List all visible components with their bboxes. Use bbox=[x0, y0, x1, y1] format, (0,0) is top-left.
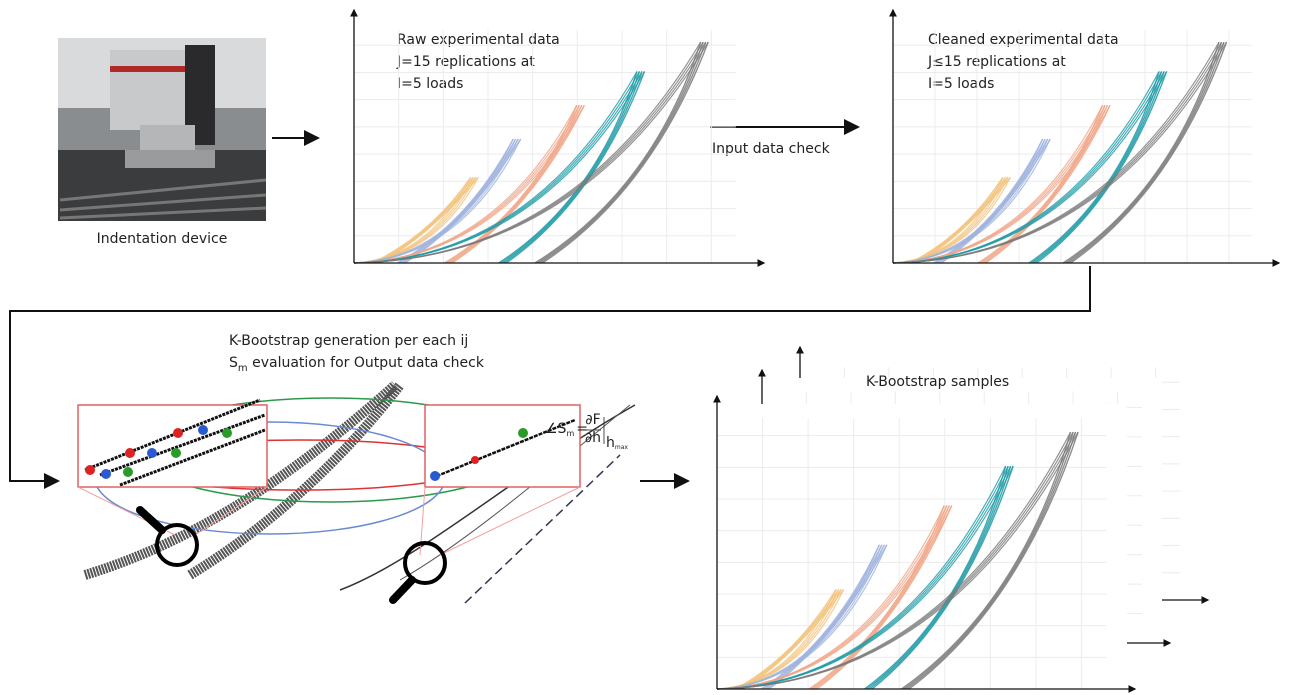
formula-num: ∂F bbox=[585, 412, 600, 428]
loading-curve bbox=[354, 139, 521, 263]
device-caption: Indentation device bbox=[97, 231, 228, 247]
unloading-curve bbox=[542, 42, 708, 263]
svg-text:hmax: hmax bbox=[606, 435, 628, 451]
subscript: m bbox=[238, 363, 248, 374]
diagram: Indentation device Raw experimental data… bbox=[0, 0, 1301, 695]
panel-line: I=5 loads bbox=[397, 76, 463, 92]
formula-angle: ∠S bbox=[545, 421, 567, 437]
samples-title: K-Bootstrap samples bbox=[866, 374, 1009, 390]
device-photo bbox=[58, 38, 266, 221]
panel-line: I=5 loads bbox=[928, 76, 994, 92]
formula-eval: h bbox=[606, 435, 615, 451]
loading-curve bbox=[354, 139, 513, 263]
unloading-curve bbox=[1071, 42, 1227, 263]
formula-den: ∂h bbox=[585, 430, 601, 446]
loading-curve bbox=[893, 139, 1043, 263]
loading-curve bbox=[893, 139, 1048, 263]
zoom-illustration bbox=[78, 385, 635, 603]
loading-curve bbox=[893, 139, 1045, 263]
unloading-curve bbox=[939, 139, 1048, 263]
panel-line: J=15 replications at bbox=[396, 54, 535, 70]
text: evaluation for Output data check bbox=[248, 355, 485, 371]
bootstrap-line: Sm evaluation for Output data check bbox=[229, 355, 485, 374]
curve-panel bbox=[717, 396, 1135, 689]
formula-eval-sub: max bbox=[615, 444, 629, 451]
unloading-curve bbox=[402, 139, 518, 263]
formula-sub: m bbox=[566, 429, 574, 438]
loading-curve bbox=[354, 139, 516, 263]
panel-line: J≤15 replications at bbox=[927, 54, 1066, 70]
symbol: S bbox=[229, 355, 238, 371]
bootstrap-line: K-Bootstrap generation per each ij bbox=[229, 333, 468, 349]
loading-curve bbox=[354, 139, 518, 263]
